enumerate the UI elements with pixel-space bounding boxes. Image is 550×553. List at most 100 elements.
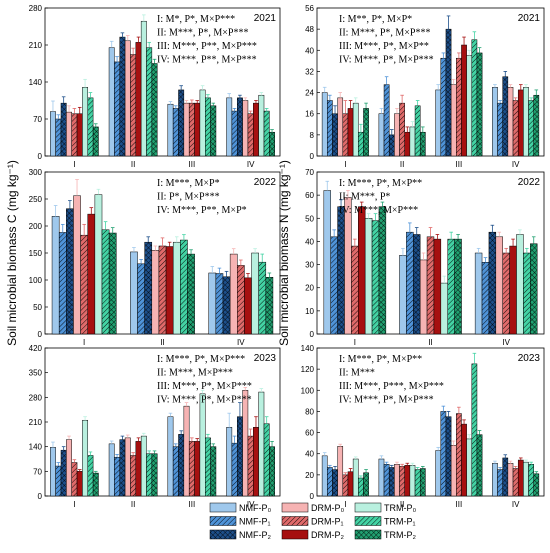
significance-annotation: II: M***, P*, M×P*** — [157, 28, 248, 39]
bar — [321, 455, 328, 497]
bar-pattern — [60, 103, 67, 156]
y-tick-label: 50 — [33, 303, 42, 312]
y-tick-label: 40 — [305, 450, 314, 459]
bar-pattern — [189, 441, 195, 496]
bar — [347, 108, 354, 157]
bar — [172, 241, 181, 335]
bar-pattern — [358, 478, 364, 496]
bar — [82, 419, 89, 497]
y-tick-label: 70 — [33, 467, 42, 476]
bar — [378, 458, 385, 497]
bar — [253, 427, 259, 497]
significance-annotation: IV: M***, P*, M×P*** — [339, 55, 434, 66]
significance-annotation: I: M***, P*, M×P** — [339, 178, 422, 189]
significance-annotation: III: M***, P***, M×P*** — [339, 381, 444, 392]
year-label: 2022 — [254, 177, 277, 188]
bar-pattern — [471, 39, 477, 156]
bar — [433, 238, 442, 335]
bar-pattern — [119, 37, 126, 157]
bar-pattern — [247, 436, 254, 496]
y-tick-label: 280 — [29, 393, 43, 402]
x-tick-label: II — [131, 500, 135, 509]
year-label: 2022 — [518, 177, 541, 188]
plot-frame — [316, 347, 545, 497]
bar — [509, 245, 517, 335]
bar-pattern — [60, 450, 67, 496]
bar — [87, 213, 96, 335]
bar-pattern — [189, 103, 195, 156]
bar-pattern — [210, 446, 216, 496]
bar-pattern — [55, 119, 61, 156]
significance-annotation: I: M**, P*, M×P* — [339, 14, 412, 25]
bar-pattern — [384, 84, 390, 156]
significance-annotation: III: M***, P*, M×P** — [339, 41, 429, 52]
y-axis-label-left: Soil microbial biomass C (mg kg⁻¹) — [5, 160, 19, 346]
x-tick-label: I — [344, 500, 346, 509]
bar-pattern — [137, 263, 145, 334]
significance-annotation: II: M***, P*, M×P*** — [339, 28, 430, 39]
bar — [253, 102, 259, 157]
bar-pattern — [55, 466, 61, 496]
bar — [474, 252, 483, 335]
bar-pattern — [93, 473, 99, 496]
bar-pattern — [440, 58, 446, 156]
significance-annotation: IV: M***, P*, M×P*** — [339, 395, 434, 406]
bar-pattern — [205, 437, 211, 496]
bar-pattern — [87, 455, 94, 496]
bar — [337, 446, 344, 497]
x-tick-label: IV — [247, 160, 255, 169]
bar-pattern — [351, 246, 359, 334]
bar-pattern — [415, 469, 421, 496]
bar — [226, 427, 233, 497]
x-tick-label: II — [400, 500, 404, 509]
bar-pattern — [264, 111, 270, 156]
bar-pattern — [482, 262, 489, 334]
y-axis-label-right: Soil microbial biomass N (mg kg⁻¹) — [277, 160, 291, 346]
bar-pattern — [265, 277, 273, 334]
significance-annotation: II: M***, M×P*** — [157, 368, 233, 379]
bar — [229, 253, 238, 335]
x-tick-label: I — [73, 500, 75, 509]
bar-pattern — [384, 464, 390, 496]
significance-annotation: I: M***, M×P* — [157, 178, 220, 189]
y-tick-label: 0 — [38, 492, 43, 501]
bar-pattern — [109, 233, 117, 334]
legend-swatch-pattern — [210, 530, 236, 539]
legend-swatch — [281, 502, 309, 513]
x-tick-label: II — [160, 338, 164, 347]
x-tick-label: I — [354, 338, 356, 347]
bar-pattern — [87, 97, 94, 156]
bar-pattern — [327, 100, 333, 156]
bar-pattern — [66, 208, 74, 334]
y-tick-label: 420 — [29, 344, 43, 353]
y-tick-label: 16 — [305, 110, 314, 119]
bar-pattern — [389, 134, 395, 156]
x-tick-label: II — [400, 160, 404, 169]
bar-pattern — [456, 413, 462, 496]
bar — [226, 97, 233, 157]
bar — [347, 471, 354, 497]
bar — [51, 216, 60, 335]
bar-pattern — [502, 253, 510, 334]
bar — [404, 465, 411, 497]
bar — [409, 465, 416, 497]
bar-pattern — [399, 466, 405, 496]
y-tick-label: 150 — [29, 249, 43, 258]
bar-pattern — [488, 232, 496, 334]
bar — [517, 89, 524, 157]
bar-pattern — [378, 206, 386, 334]
bar — [461, 423, 467, 497]
x-tick-label: II — [131, 160, 135, 169]
bar — [183, 102, 190, 157]
bar-pattern — [427, 236, 434, 334]
bar — [450, 84, 457, 157]
bar — [124, 437, 131, 497]
bar-pattern — [342, 113, 348, 156]
legend-label: TRM-P₂ — [384, 530, 416, 540]
bar-pattern — [471, 363, 477, 496]
bar-pattern — [151, 63, 158, 156]
y-tick-label: 140 — [29, 78, 43, 87]
bar — [151, 250, 160, 335]
y-tick-label: 120 — [301, 365, 315, 374]
